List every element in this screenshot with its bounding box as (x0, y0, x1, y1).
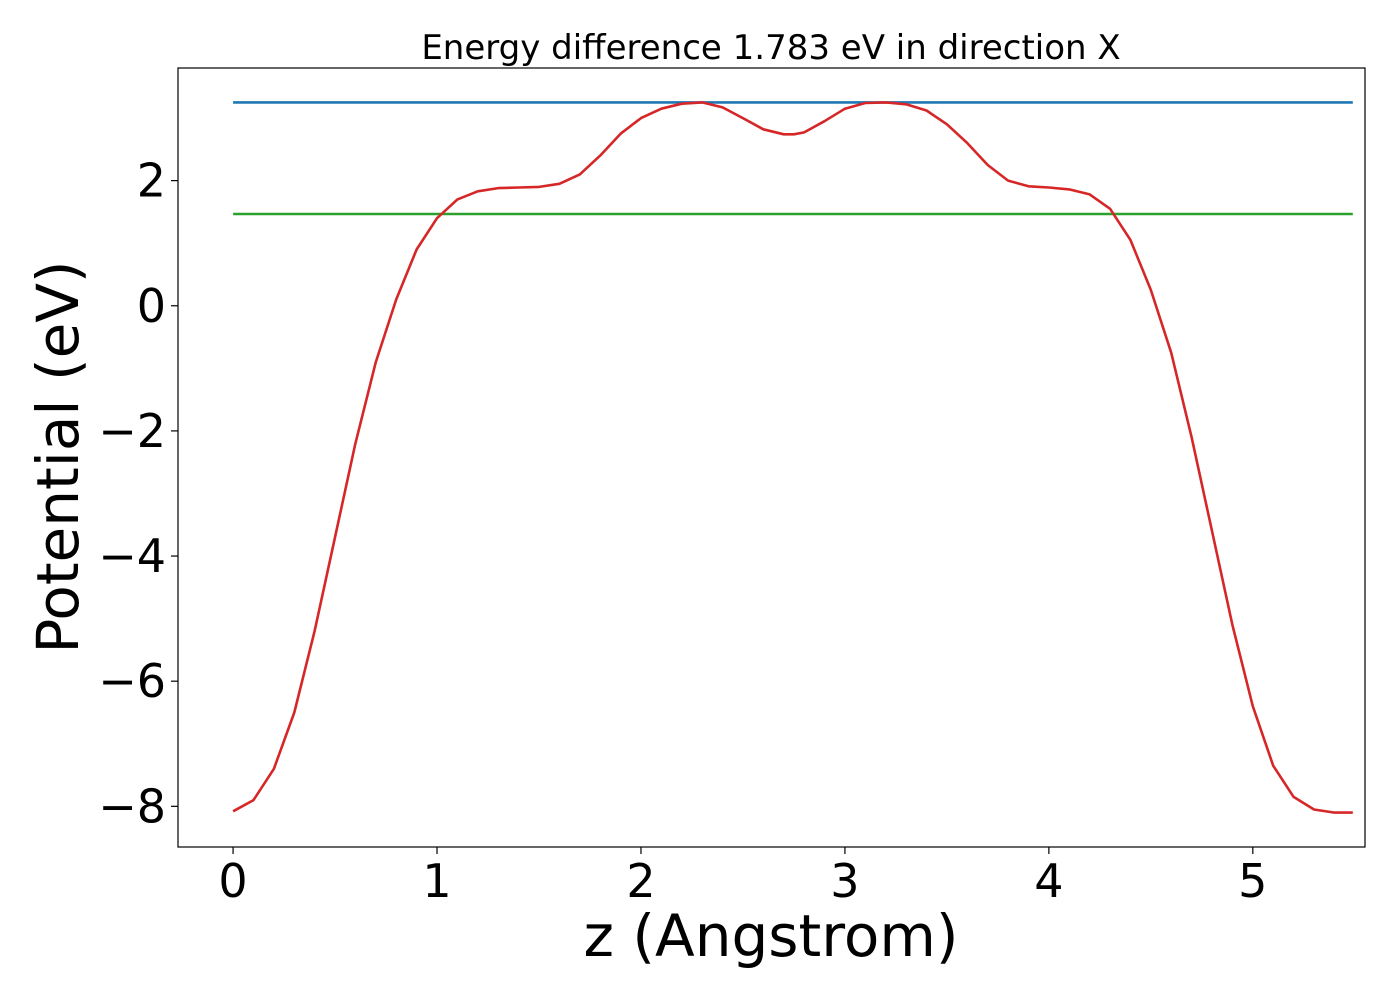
x-axis-label: z (Angstrom) (584, 902, 959, 970)
y-tick-label: −6 (98, 654, 166, 708)
x-tick-label: 4 (1034, 854, 1063, 908)
x-tick-label: 1 (422, 854, 451, 908)
y-axis-ticks: 2 0 −2 −4 −6 −8 (98, 154, 178, 833)
x-tick-label: 2 (626, 854, 655, 908)
plot-frame (177, 67, 1366, 848)
x-axis-ticks: 0 1 2 3 4 5 (218, 847, 1267, 908)
chart-title: Energy difference 1.783 eV in direction … (421, 28, 1120, 68)
series-line-2 (232, 101, 1353, 814)
x-tick-label: 0 (218, 854, 247, 908)
series-layer (232, 101, 1353, 814)
x-tick-label: 3 (830, 854, 859, 908)
y-tick-label: 2 (137, 154, 166, 208)
y-tick-label: −8 (98, 779, 166, 833)
x-tick-label: 5 (1238, 854, 1267, 908)
y-axis-label: Potential (eV) (24, 260, 92, 653)
y-tick-label: −2 (98, 404, 166, 458)
y-tick-label: −4 (98, 529, 166, 583)
y-tick-label: 0 (137, 279, 166, 333)
